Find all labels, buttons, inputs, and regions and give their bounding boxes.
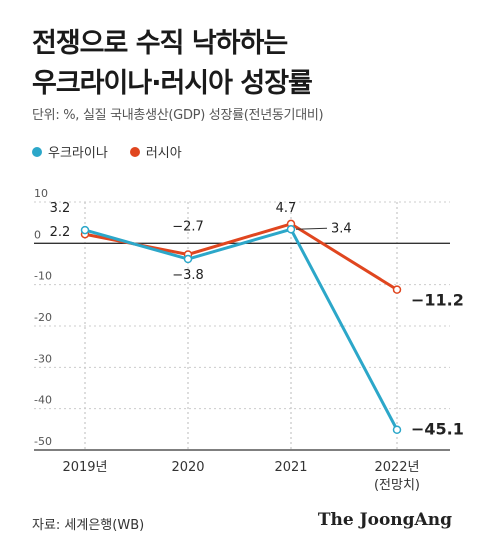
y-tick-label-3: -20	[34, 311, 52, 324]
data-point-0-0	[80, 225, 90, 235]
data-label-1-0: 2.2	[50, 225, 71, 240]
brand-logo: The JoongAng	[317, 510, 452, 530]
y-tick-label-2: -10	[34, 270, 52, 283]
title-line-2: 우크라이나·러시아 성장률	[32, 68, 313, 99]
legend-item-ukraine: 우크라이나	[32, 142, 108, 161]
data-label-0-2: 3.4	[331, 221, 352, 236]
legend-item-russia: 러시아	[129, 142, 182, 161]
x-tick-label-1: 2020	[171, 460, 204, 475]
data-label-1-2: 4.7	[276, 201, 297, 216]
data-label-1-1: −2.7	[172, 219, 204, 234]
y-tick-label-4: -30	[34, 352, 52, 365]
series-line-0	[84, 227, 399, 431]
legend-swatch-russia	[129, 146, 140, 157]
y-tick-label-6: -50	[34, 435, 52, 448]
data-point-0-2	[286, 225, 296, 234]
chart-title: 전쟁으로 수직 낙하하는 우크라이나·러시아 성장률	[32, 24, 313, 104]
x-tick-label-3: 2022년	[374, 460, 419, 475]
data-label-0-1: −3.8	[172, 268, 204, 283]
x-tick-label-0: 2019년	[62, 460, 107, 475]
leader-line-ukraine-2021	[295, 227, 328, 230]
data-point-0-1	[183, 254, 193, 264]
legend-label-ukraine: 우크라이나	[48, 146, 108, 161]
data-label-1-3: −11.2	[411, 291, 464, 310]
legend-label-russia: 러시아	[145, 146, 182, 161]
data-point-0-3	[392, 425, 402, 434]
legend: 우크라이나 러시아	[32, 142, 182, 161]
y-tick-label-1: 0	[34, 228, 41, 241]
y-tick-label-5: -40	[34, 394, 52, 407]
chart-subtitle: 단위: %, 실질 국내총생산(GDP) 성장률(전년동기대비)	[32, 108, 324, 123]
x-tick-label-2: 2021	[274, 460, 307, 475]
x-tick-sublabel-3: (전망치)	[374, 478, 420, 493]
data-label-0-3: −45.1	[411, 420, 464, 439]
data-label-0-0: 3.2	[50, 201, 71, 216]
data-point-1-3	[392, 285, 402, 294]
source-note: 자료: 세계은행(WB)	[32, 518, 145, 533]
title-line-1: 전쟁으로 수직 낙하하는	[32, 28, 288, 59]
legend-swatch-ukraine	[32, 146, 42, 157]
y-tick-label-0: 10	[34, 187, 48, 200]
